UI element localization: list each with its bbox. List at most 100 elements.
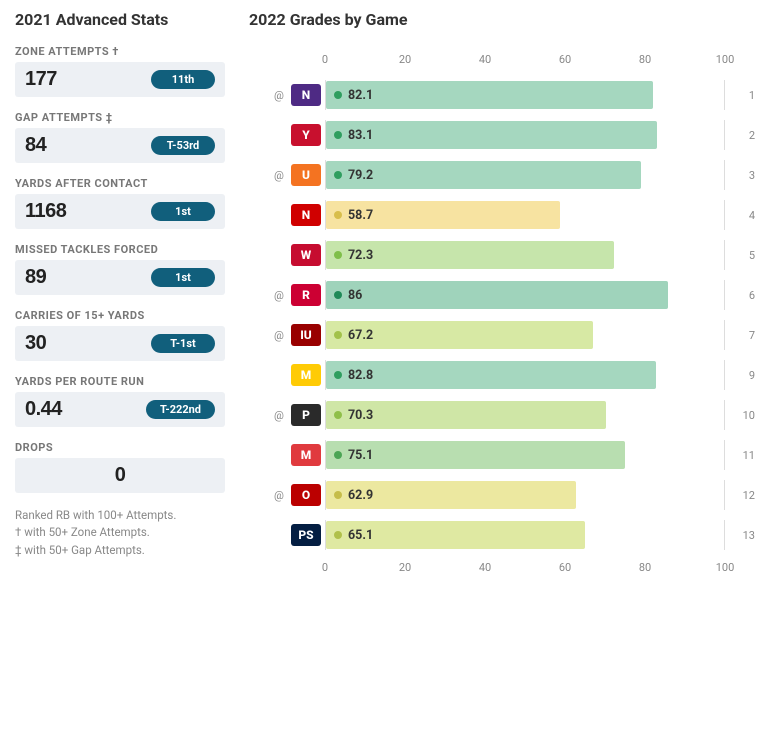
bar-track: 83.1 — [325, 120, 725, 150]
away-indicator: @ — [273, 289, 285, 302]
grade-dot-icon — [334, 531, 342, 539]
bar-fill: 72.3 — [326, 241, 614, 269]
team-logo: W — [291, 244, 321, 266]
bar-fill: 83.1 — [326, 121, 657, 149]
team-logo: U — [291, 164, 321, 186]
stat-label: YARDS AFTER CONTACT — [15, 177, 225, 190]
team-logo: N — [291, 204, 321, 226]
row-meta: @U — [249, 155, 321, 195]
axis-tick: 40 — [479, 561, 491, 574]
grade-row: W72.35 — [325, 235, 755, 275]
grade-value: 65.1 — [348, 528, 373, 543]
bar-fill: 86 — [326, 281, 668, 309]
stat-value: 30 — [25, 332, 46, 355]
rank-pill: T-1st — [151, 334, 215, 353]
bar-track: 86 — [325, 280, 725, 310]
axis-tick: 80 — [639, 561, 651, 574]
rank-pill: 1st — [151, 268, 215, 287]
row-meta: N — [249, 195, 321, 235]
stat-row: 84T-53rd — [15, 128, 225, 163]
grades-chart: 020406080100 @N82.11Y83.12@U79.23N58.74W… — [249, 45, 755, 597]
axis-tick: 0 — [322, 53, 328, 66]
bar-fill: 82.1 — [326, 81, 653, 109]
stat-row: 11681st — [15, 194, 225, 229]
row-meta: PS — [249, 515, 321, 555]
axis-tick: 40 — [479, 53, 491, 66]
team-logo: IU — [291, 324, 321, 346]
stat-value: 0 — [115, 464, 126, 487]
grade-dot-icon — [334, 211, 342, 219]
grade-row: @N82.11 — [325, 75, 755, 115]
grade-dot-icon — [334, 171, 342, 179]
axis-tick: 60 — [559, 53, 571, 66]
grades-panel: 2022 Grades by Game 020406080100 @N82.11… — [249, 10, 755, 597]
grade-dot-icon — [334, 411, 342, 419]
stat-label: MISSED TACKLES FORCED — [15, 243, 225, 256]
rank-pill: 1st — [151, 202, 215, 221]
week-number: 2 — [725, 129, 755, 142]
advanced-stats-panel: 2021 Advanced Stats ZONE ATTEMPTS †17711… — [15, 10, 225, 597]
stat-block: YARDS AFTER CONTACT 11681st — [15, 177, 225, 229]
stats-footnote: Ranked RB with 100+ Attempts.† with 50+ … — [15, 507, 225, 559]
grade-row: @U79.23 — [325, 155, 755, 195]
bar-fill: 62.9 — [326, 481, 576, 509]
grade-dot-icon — [334, 131, 342, 139]
chart-bars: @N82.11Y83.12@U79.23N58.74W72.35@R866@IU… — [325, 69, 755, 561]
grade-row: M82.89 — [325, 355, 755, 395]
week-number: 6 — [725, 289, 755, 302]
bar-track: 82.1 — [325, 80, 725, 110]
stat-block: MISSED TACKLES FORCED 89 1st — [15, 243, 225, 295]
stat-label: CARRIES OF 15+ YARDS — [15, 309, 225, 322]
stat-row: 0 — [15, 458, 225, 493]
grade-value: 70.3 — [348, 408, 373, 423]
bar-track: 65.1 — [325, 520, 725, 550]
team-logo: PS — [291, 524, 321, 546]
week-number: 5 — [725, 249, 755, 262]
stat-label: DROPS — [15, 441, 225, 454]
bar-track: 58.7 — [325, 200, 725, 230]
week-number: 7 — [725, 329, 755, 342]
stat-value: 89 — [25, 266, 46, 289]
row-meta: @N — [249, 75, 321, 115]
grade-value: 83.1 — [348, 128, 373, 143]
bar-fill: 67.2 — [326, 321, 593, 349]
grade-row: M75.111 — [325, 435, 755, 475]
advanced-stats-title: 2021 Advanced Stats — [15, 10, 225, 29]
away-indicator: @ — [273, 329, 285, 342]
grade-dot-icon — [334, 291, 342, 299]
away-indicator: @ — [273, 169, 285, 182]
row-meta: M — [249, 355, 321, 395]
bar-fill: 65.1 — [326, 521, 585, 549]
grade-dot-icon — [334, 251, 342, 259]
grade-value: 58.7 — [348, 208, 373, 223]
stat-row: 89 1st — [15, 260, 225, 295]
grade-value: 62.9 — [348, 488, 373, 503]
bar-fill: 82.8 — [326, 361, 656, 389]
stat-value: 177 — [25, 68, 57, 91]
week-number: 1 — [725, 89, 755, 102]
grade-dot-icon — [334, 91, 342, 99]
stat-row: 30 T-1st — [15, 326, 225, 361]
team-logo: M — [291, 444, 321, 466]
bar-fill: 79.2 — [326, 161, 641, 189]
stat-label: GAP ATTEMPTS ‡ — [15, 111, 225, 124]
stat-row: 0.44T-222nd — [15, 392, 225, 427]
stat-value: 84 — [25, 134, 46, 157]
grade-value: 82.8 — [348, 368, 373, 383]
row-meta: @R — [249, 275, 321, 315]
bar-track: 62.9 — [325, 480, 725, 510]
week-number: 13 — [725, 529, 755, 542]
team-logo: P — [291, 404, 321, 426]
week-number: 12 — [725, 489, 755, 502]
axis-tick: 60 — [559, 561, 571, 574]
bar-track: 72.3 — [325, 240, 725, 270]
row-meta: Y — [249, 115, 321, 155]
grade-value: 75.1 — [348, 448, 373, 463]
bar-track: 79.2 — [325, 160, 725, 190]
axis-tick: 20 — [399, 561, 411, 574]
grade-value: 86 — [348, 288, 362, 303]
bar-fill: 58.7 — [326, 201, 560, 229]
week-number: 9 — [725, 369, 755, 382]
stat-block: CARRIES OF 15+ YARDS 30 T-1st — [15, 309, 225, 361]
x-axis-bottom: 020406080100 — [325, 561, 725, 577]
